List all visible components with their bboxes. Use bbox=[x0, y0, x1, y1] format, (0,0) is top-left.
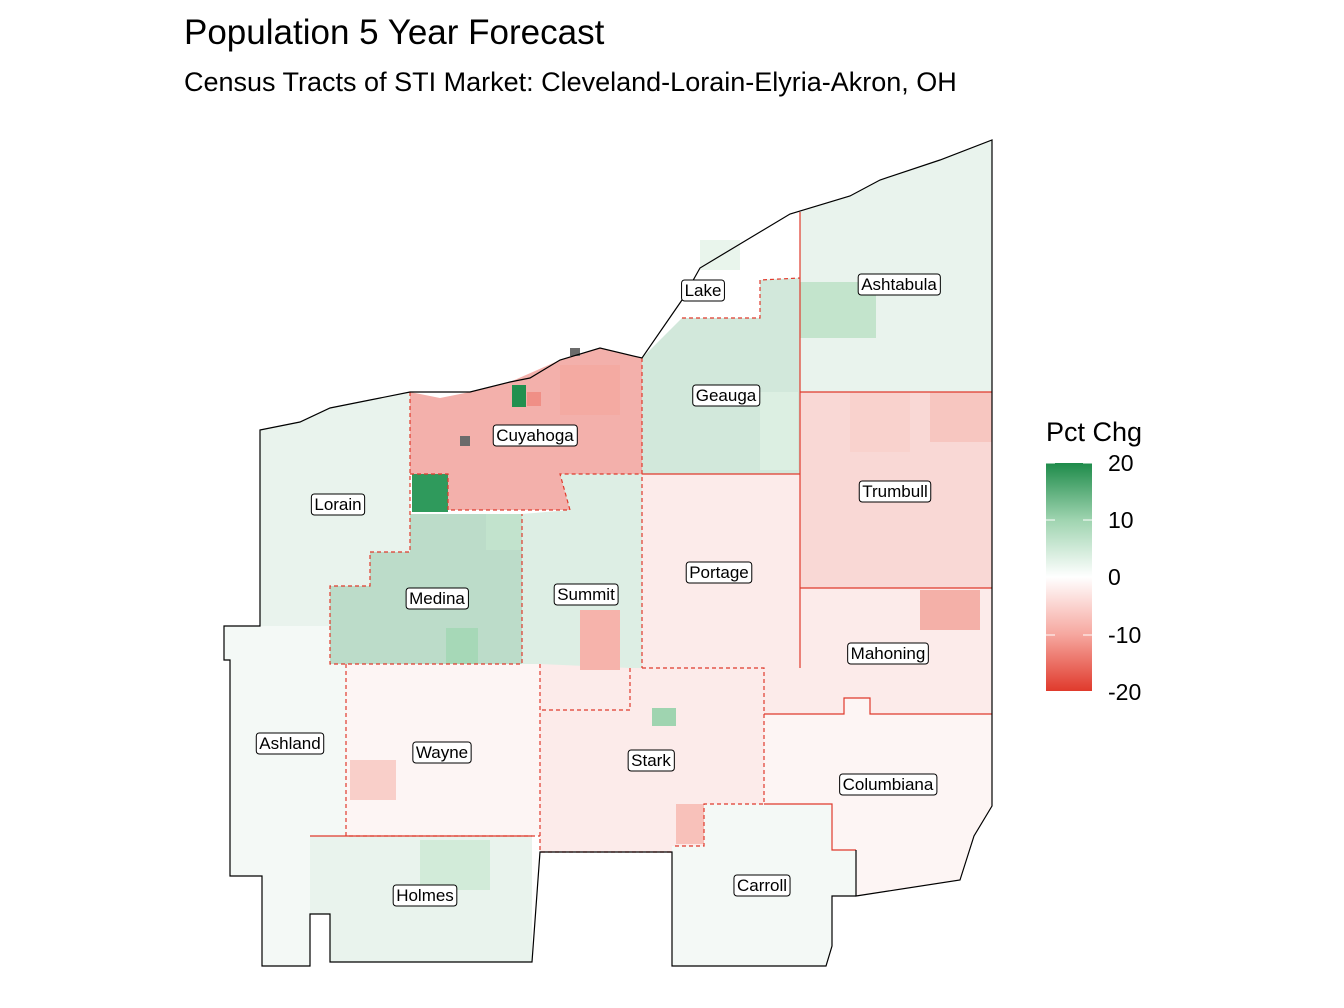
county-label-summit: Summit bbox=[553, 583, 619, 606]
county-label-portage: Portage bbox=[685, 561, 753, 584]
county-labels: Lake Ashtabula Geauga Cuyahoga Lorain Trumbul… bbox=[255, 273, 941, 907]
county-label-text: Columbiana bbox=[843, 775, 934, 794]
county-label-box bbox=[310, 493, 366, 516]
county-label-box bbox=[553, 583, 619, 606]
county-label-box bbox=[685, 561, 753, 584]
county-label-geauga: Geauga bbox=[692, 384, 761, 407]
county-label-text: Summit bbox=[557, 585, 615, 604]
county-label-stark: Stark bbox=[627, 749, 675, 772]
county-ashtabula bbox=[800, 140, 992, 392]
county-label-box bbox=[839, 773, 938, 796]
legend-tick-label: 20 bbox=[1108, 450, 1134, 476]
county-label-mahoning: Mahoning bbox=[847, 642, 929, 665]
county-label-ashtabula: Ashtabula bbox=[857, 273, 941, 296]
county-label-medina: Medina bbox=[405, 587, 469, 610]
county-label-text: Medina bbox=[409, 589, 465, 608]
county-label-text: Holmes bbox=[396, 886, 454, 905]
legend: Pct Chg 20 10 0 -10 -20 bbox=[1046, 417, 1142, 705]
county-label-text: Lake bbox=[685, 281, 722, 300]
legend-tick-label: -20 bbox=[1108, 679, 1141, 705]
county-label-holmes: Holmes bbox=[392, 884, 458, 907]
county-label-cuyahoga: Cuyahoga bbox=[492, 424, 578, 447]
market-outline bbox=[223, 139, 993, 967]
county-label-box bbox=[733, 874, 791, 897]
county-label-lake: Lake bbox=[681, 279, 725, 302]
county-label-trumbull: Trumbull bbox=[858, 480, 932, 503]
county-label-text: Lorain bbox=[314, 495, 361, 514]
county-label-carroll: Carroll bbox=[733, 874, 791, 897]
county-label-box bbox=[392, 884, 458, 907]
page-title: Population 5 Year Forecast bbox=[184, 13, 605, 52]
county-ashland bbox=[224, 626, 346, 966]
tract-patches bbox=[350, 240, 992, 890]
legend-title: Pct Chg bbox=[1046, 417, 1142, 447]
county-label-text: Carroll bbox=[737, 876, 787, 895]
page-subtitle: Census Tracts of STI Market: Cleveland-L… bbox=[184, 67, 957, 97]
legend-tick-label: 0 bbox=[1108, 564, 1121, 590]
county-label-box bbox=[412, 741, 472, 764]
county-label-text: Ashland bbox=[259, 734, 320, 753]
county-label-columbiana: Columbiana bbox=[839, 773, 938, 796]
county-label-wayne: Wayne bbox=[412, 741, 472, 764]
county-label-text: Trumbull bbox=[862, 482, 928, 501]
county-label-box bbox=[405, 587, 469, 610]
county-columbiana bbox=[764, 698, 992, 896]
legend-tick-label: 10 bbox=[1108, 507, 1134, 533]
county-label-box bbox=[255, 732, 325, 755]
county-label-text: Cuyahoga bbox=[496, 426, 574, 445]
county-label-lorain: Lorain bbox=[310, 493, 366, 516]
county-fills bbox=[224, 140, 992, 966]
county-label-box bbox=[858, 480, 932, 503]
county-label-box bbox=[847, 642, 929, 665]
county-label-box bbox=[692, 384, 761, 407]
county-label-text: Geauga bbox=[696, 386, 757, 405]
county-label-box bbox=[627, 749, 675, 772]
county-label-text: Wayne bbox=[416, 743, 468, 762]
legend-ticks: 20 10 0 -10 -20 bbox=[1046, 450, 1141, 705]
county-label-text: Portage bbox=[689, 563, 749, 582]
county-label-text: Stark bbox=[631, 751, 671, 770]
county-label-text: Mahoning bbox=[851, 644, 926, 663]
county-label-box bbox=[492, 424, 578, 447]
legend-tick-label: -10 bbox=[1108, 622, 1141, 648]
county-label-box bbox=[857, 273, 941, 296]
county-label-ashland: Ashland bbox=[255, 732, 325, 755]
county-label-box bbox=[681, 279, 725, 302]
county-label-text: Ashtabula bbox=[861, 275, 937, 294]
